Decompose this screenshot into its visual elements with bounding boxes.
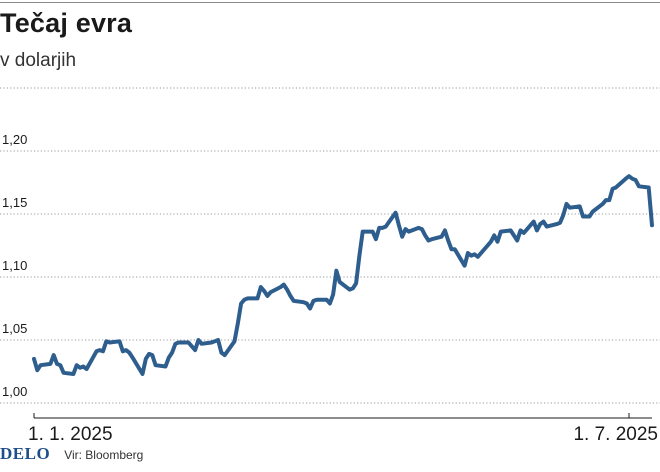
delo-logo: DELO [0, 444, 51, 463]
eur-usd-line [32, 174, 654, 376]
x-tick-label: 1. 1. 2025 [28, 424, 113, 445]
footer: DELO Vir: Bloomberg [0, 444, 143, 464]
top-rule [0, 2, 660, 3]
chart-title: Tečaj evra [0, 8, 133, 38]
y-tick-label: 1,05 [2, 321, 27, 336]
y-tick-label: 1,10 [2, 258, 27, 273]
chart-subtitle: v dolarjih [0, 50, 77, 71]
y-tick-label: 1,00 [2, 384, 27, 399]
x-tick-label: 1. 7. 2025 [573, 424, 658, 445]
y-tick-label: 1,20 [2, 132, 27, 147]
source-note: Vir: Bloomberg [64, 448, 144, 462]
y-tick-label: 1,15 [2, 195, 27, 210]
